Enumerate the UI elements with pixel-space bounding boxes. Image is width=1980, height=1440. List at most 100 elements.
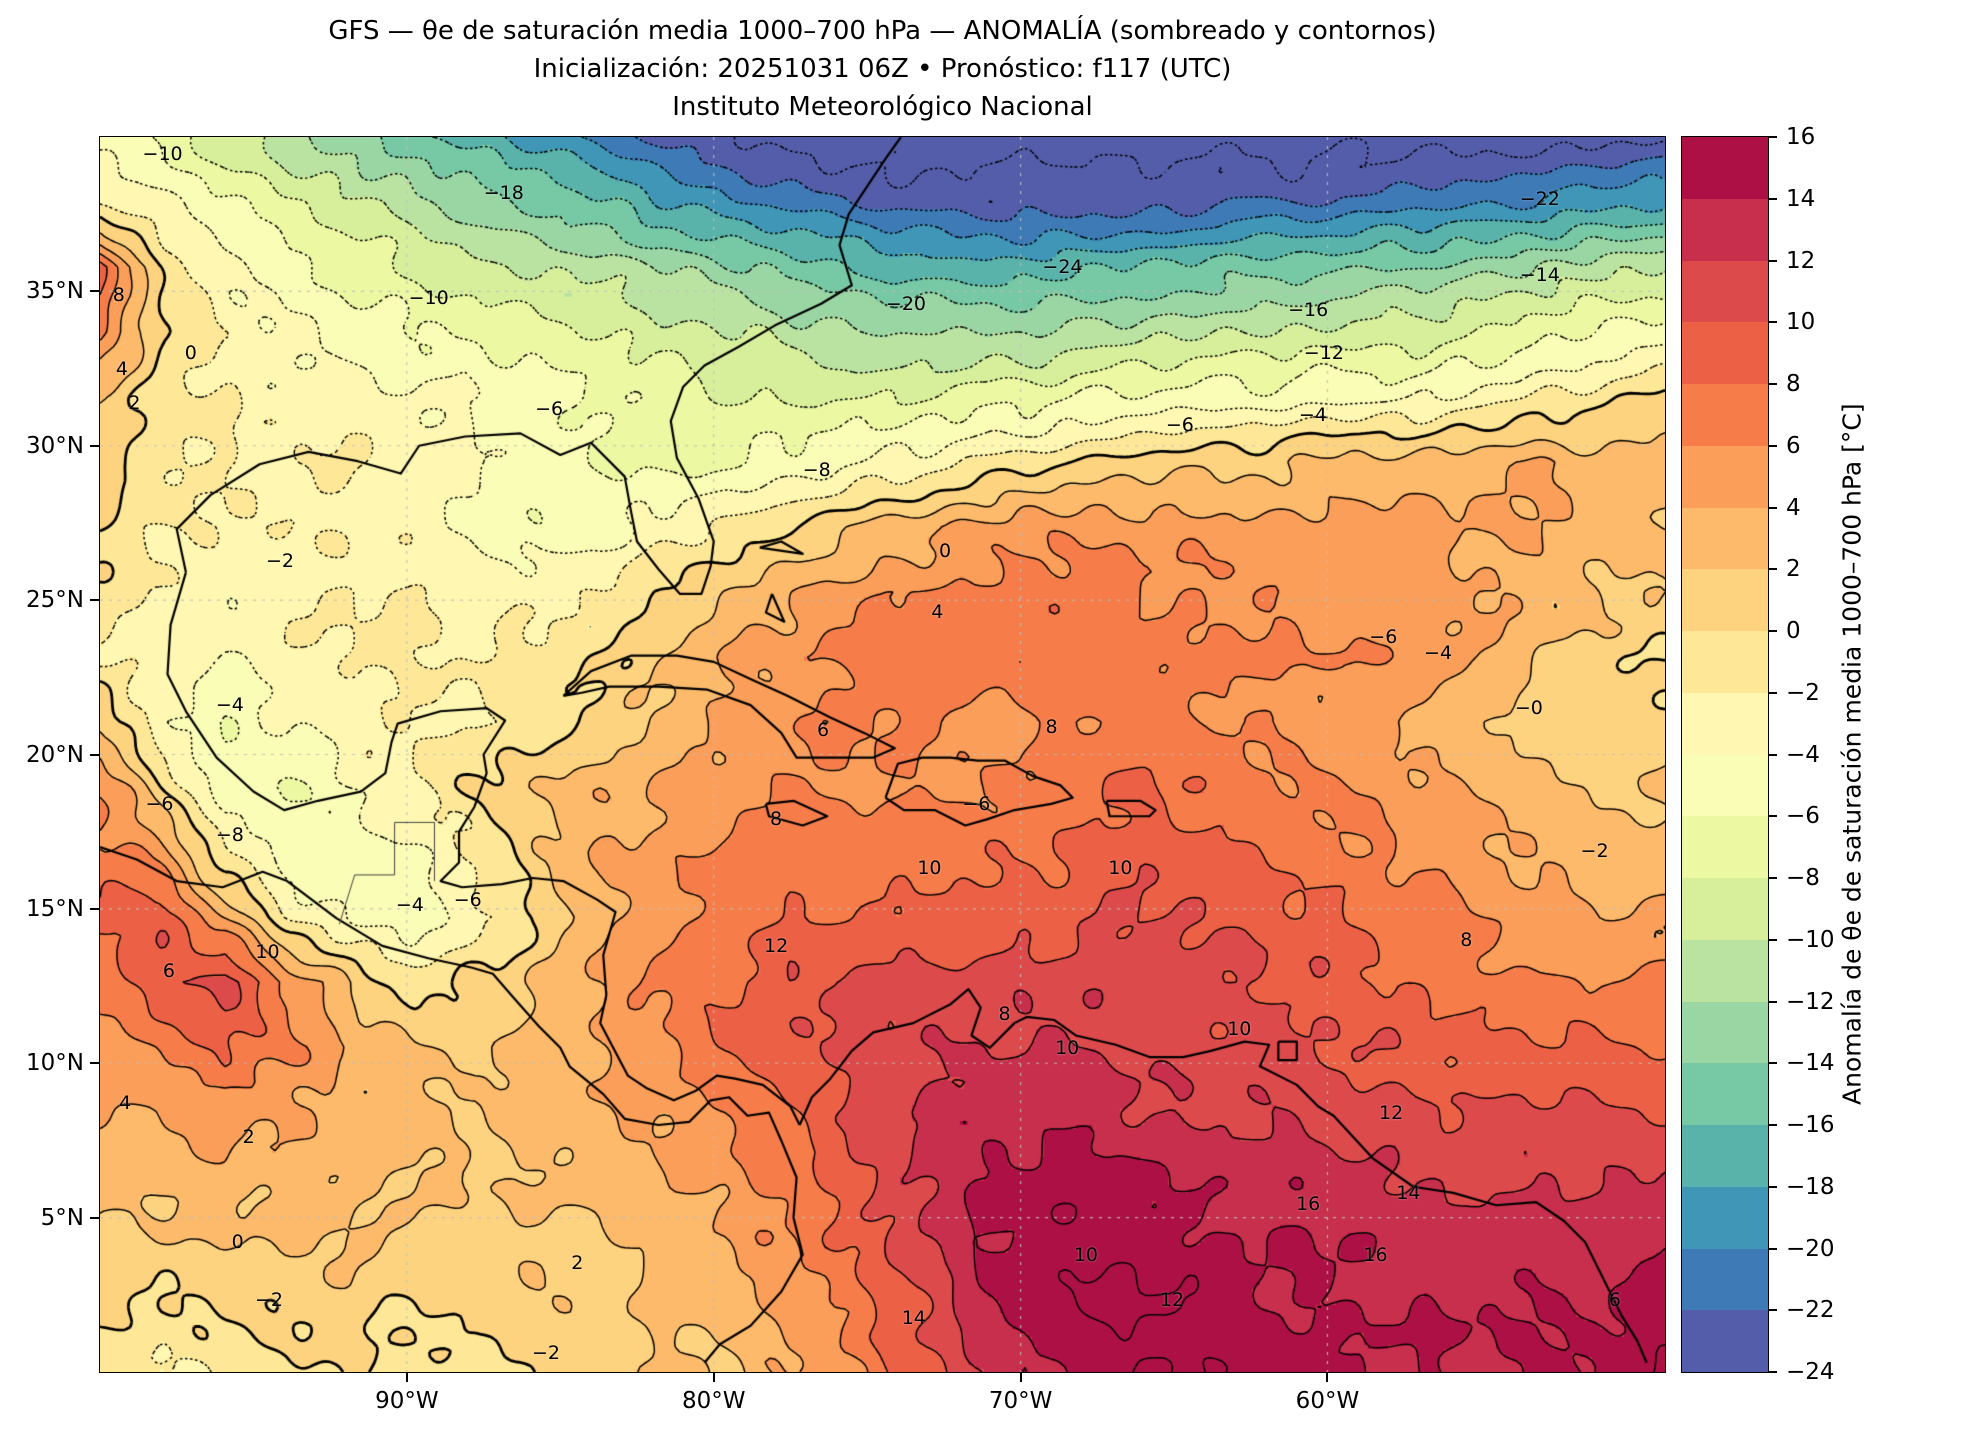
colorbar-band bbox=[1682, 260, 1768, 324]
colorbar-band bbox=[1682, 1186, 1768, 1250]
contour-label: −20 bbox=[885, 292, 927, 315]
contour-label: −12 bbox=[1303, 342, 1344, 365]
x-tick-label: 60°W bbox=[1295, 1388, 1360, 1414]
contour-label: −6 bbox=[145, 792, 174, 815]
colorbar-tick-label: −14 bbox=[1786, 1050, 1835, 1077]
colorbar-tick-label: 2 bbox=[1786, 556, 1801, 583]
y-tick-label: 15°N bbox=[26, 895, 84, 922]
contour-label: 6 bbox=[162, 959, 175, 982]
contour-label: −6 bbox=[962, 792, 991, 815]
colorbar-tick-label: −6 bbox=[1786, 803, 1820, 830]
x-tick-mark bbox=[1326, 1372, 1329, 1382]
colorbar bbox=[1681, 136, 1769, 1373]
colorbar-band bbox=[1682, 631, 1768, 694]
colorbar-tick-mark bbox=[1768, 1124, 1777, 1126]
contour-label: 16 bbox=[1363, 1243, 1388, 1266]
colorbar-tick-label: 10 bbox=[1786, 309, 1816, 336]
colorbar-band bbox=[1682, 878, 1768, 941]
colorbar-tick-mark bbox=[1768, 197, 1777, 200]
colorbar-band bbox=[1682, 507, 1768, 571]
contour-label: 8 bbox=[998, 1002, 1011, 1025]
contour-label: −10 bbox=[408, 286, 449, 309]
contour-label: 4 bbox=[115, 358, 128, 381]
colorbar-tick-mark bbox=[1768, 1062, 1777, 1065]
x-tick-label: 70°W bbox=[988, 1388, 1053, 1414]
colorbar-tick-label: −16 bbox=[1786, 1112, 1835, 1138]
contour-label: 14 bbox=[901, 1306, 926, 1329]
colorbar-band bbox=[1682, 692, 1768, 756]
chart-title-block: GFS — θe de saturación media 1000–700 hP… bbox=[100, 12, 1665, 126]
colorbar-band bbox=[1682, 1248, 1768, 1312]
colorbar-tick-label: −10 bbox=[1786, 926, 1835, 953]
colorbar-tick-label: −4 bbox=[1786, 741, 1820, 768]
colorbar-tick-label: −22 bbox=[1786, 1297, 1835, 1324]
colorbar-band bbox=[1682, 816, 1768, 879]
contour-label: −8 bbox=[215, 823, 244, 846]
colorbar-tick-label: 6 bbox=[1786, 432, 1801, 459]
contour-label: 0 bbox=[184, 342, 197, 365]
contour-label: −16 bbox=[1288, 298, 1329, 321]
contour-label: 12 bbox=[1159, 1289, 1185, 1312]
x-tick-mark bbox=[712, 1372, 715, 1382]
colorbar-label: Anomalía de θe de saturación media 1000–… bbox=[1837, 403, 1867, 1106]
contour-label: 8 bbox=[1045, 716, 1058, 739]
contour-label: 10 bbox=[917, 857, 942, 880]
contour-label: 8 bbox=[112, 284, 125, 307]
contour-label: 10 bbox=[1055, 1037, 1080, 1060]
colorbar-band bbox=[1682, 754, 1768, 818]
contour-label: −2 bbox=[532, 1342, 561, 1365]
colorbar-tick-mark bbox=[1768, 1371, 1777, 1373]
contour-label: 6 bbox=[1608, 1289, 1621, 1312]
contour-label: 0 bbox=[939, 539, 952, 562]
colorbar-tick-label: 12 bbox=[1786, 247, 1816, 274]
contour-label: −18 bbox=[483, 181, 524, 204]
colorbar-band bbox=[1682, 137, 1768, 200]
colorbar-band bbox=[1682, 384, 1768, 447]
colorbar-tick-mark bbox=[1768, 1000, 1777, 1003]
y-tick-mark bbox=[90, 1216, 100, 1219]
colorbar-tick-mark bbox=[1768, 444, 1777, 447]
colorbar-tick-mark bbox=[1768, 321, 1777, 324]
colorbar-tick-label: 0 bbox=[1786, 618, 1801, 644]
contour-label: 12 bbox=[763, 934, 789, 957]
colorbar-tick-label: −2 bbox=[1786, 679, 1820, 706]
contour-label: −4 bbox=[395, 894, 424, 917]
contour-labels-layer: −10 −18 −22 −24 −20 −16 −14 −12 −10 8 0 4 2 −6 −8 −6 −4−… bbox=[100, 137, 1665, 1372]
colorbar-tick-mark bbox=[1768, 136, 1777, 138]
colorbar-tick-mark bbox=[1768, 753, 1777, 756]
contour-label: −2 bbox=[255, 1289, 284, 1312]
colorbar-tick-label: 8 bbox=[1786, 371, 1801, 397]
y-tick-mark bbox=[90, 907, 100, 910]
x-tick-mark bbox=[1019, 1372, 1022, 1382]
contour-label: 2 bbox=[242, 1126, 255, 1149]
colorbar-tick-label: −12 bbox=[1786, 988, 1835, 1015]
y-tick-mark bbox=[90, 1062, 100, 1065]
y-tick-mark bbox=[90, 599, 100, 602]
colorbar-tick-mark bbox=[1768, 815, 1777, 818]
colorbar-band bbox=[1682, 939, 1768, 1003]
contour-label: −6 bbox=[1369, 626, 1398, 649]
colorbar-tick-label: 4 bbox=[1786, 494, 1801, 521]
y-tick-label: 5°N bbox=[40, 1204, 84, 1231]
x-tick-label: 90°W bbox=[375, 1388, 439, 1414]
colorbar-tick-mark bbox=[1768, 877, 1777, 879]
contour-label: 4 bbox=[118, 1091, 132, 1114]
contour-label: 4 bbox=[931, 601, 944, 624]
y-tick-mark bbox=[90, 444, 100, 447]
colorbar-tick-mark bbox=[1768, 691, 1777, 694]
colorbar-tick-label: −20 bbox=[1786, 1235, 1835, 1262]
colorbar-band bbox=[1682, 1125, 1768, 1188]
y-tick-label: 25°N bbox=[26, 587, 84, 614]
chart-subtitle-institution: Instituto Meteorológico Nacional bbox=[672, 92, 1093, 122]
y-tick-label: 30°N bbox=[26, 432, 84, 459]
colorbar-tick-mark bbox=[1768, 506, 1777, 509]
colorbar-tick-label: 16 bbox=[1786, 124, 1816, 150]
contour-label: 2 bbox=[128, 391, 141, 414]
map-canvas bbox=[100, 137, 1665, 1372]
y-tick-mark bbox=[90, 753, 100, 756]
contour-label: −4 bbox=[1424, 642, 1453, 665]
contour-label: −6 bbox=[1165, 413, 1194, 436]
contour-label: 16 bbox=[1296, 1193, 1321, 1216]
colorbar-band bbox=[1682, 445, 1768, 509]
